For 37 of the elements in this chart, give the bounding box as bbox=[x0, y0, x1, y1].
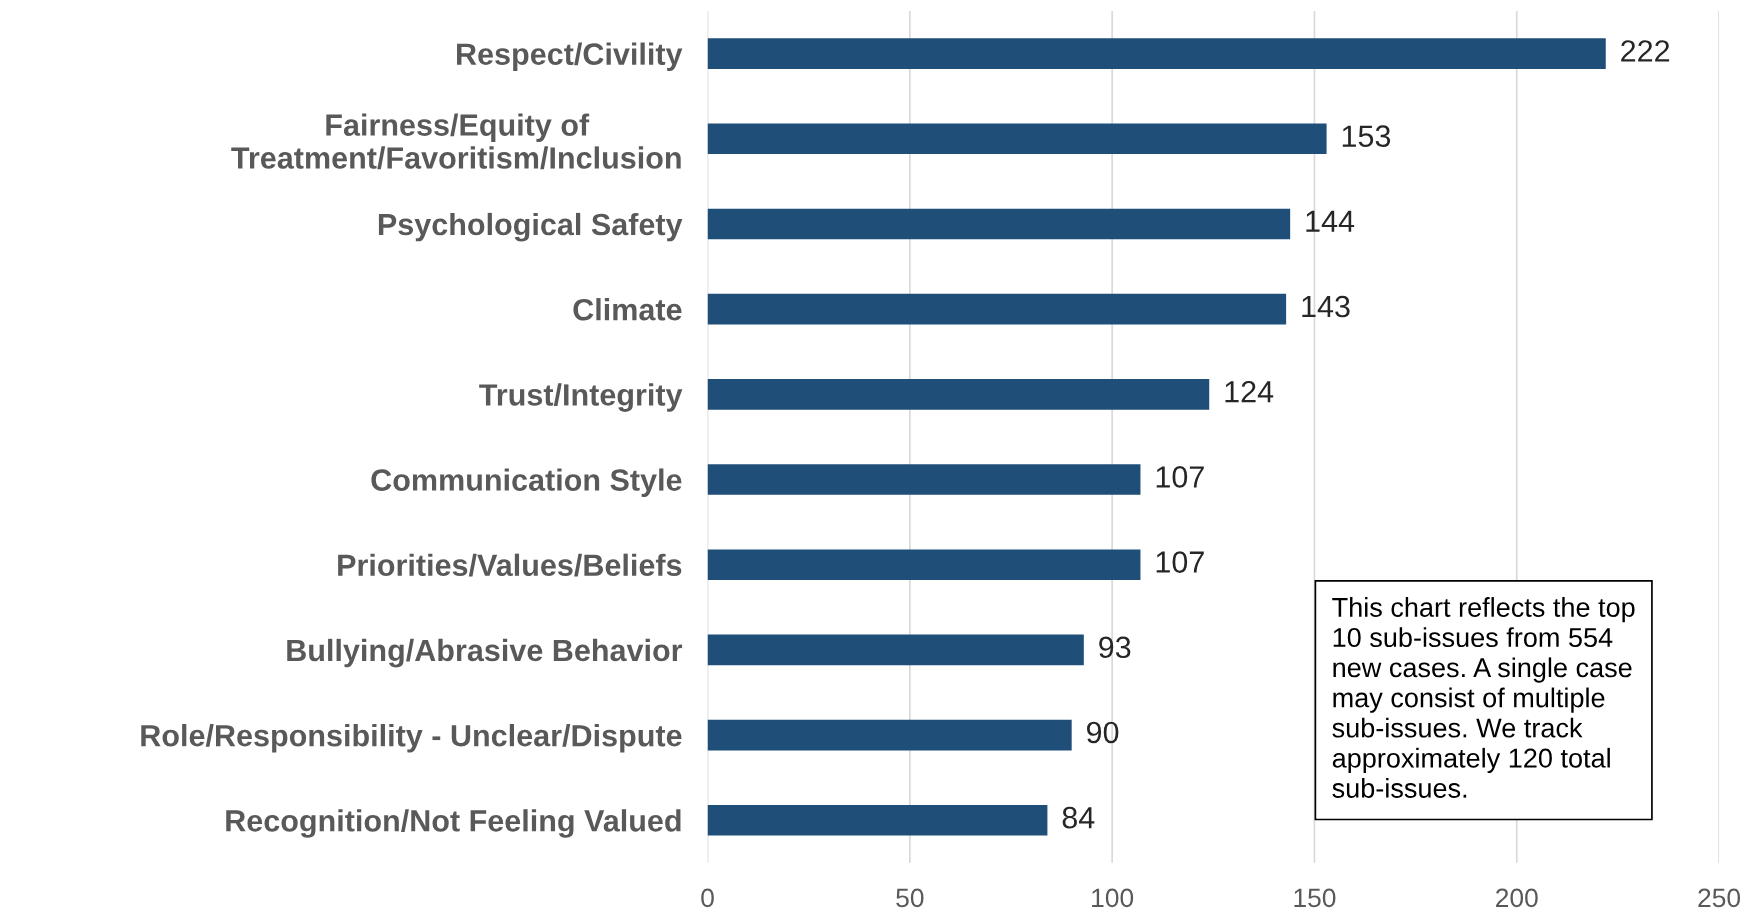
data-label: 143 bbox=[1302, 295, 1350, 318]
data-label: 153 bbox=[1342, 125, 1391, 147]
x-tick-label: 50 bbox=[896, 888, 924, 908]
data-label: 107 bbox=[1156, 551, 1204, 573]
data-label: 93 bbox=[1099, 636, 1131, 659]
bar bbox=[707, 379, 1210, 410]
data-label: 124 bbox=[1225, 380, 1274, 403]
y-tick-label: Role/Responsibility - Unclear/Dispute bbox=[141, 724, 682, 753]
x-tick-label: 150 bbox=[1294, 888, 1336, 908]
bar bbox=[707, 719, 1072, 751]
y-tick-label: Fairness/Equity of Treatment/Favoritism/Inclusion bbox=[231, 113, 681, 170]
data-label: 107 bbox=[1156, 466, 1204, 488]
x-tick-label: 0 bbox=[701, 888, 714, 908]
y-tick-label: Trust/Integrity bbox=[479, 383, 683, 412]
bar bbox=[707, 293, 1287, 325]
y-tick-label: Climate bbox=[573, 298, 682, 321]
data-label: 90 bbox=[1087, 721, 1119, 744]
bar bbox=[707, 123, 1327, 155]
y-tick-label: Psychological Safety bbox=[378, 212, 683, 242]
x-tick-label: 100 bbox=[1092, 888, 1134, 908]
bar bbox=[707, 464, 1141, 495]
annotation: This chart reflects the top 10 sub-issues from 554 new cases. A single case may consist of multiple sub-issues. We track approximately 120 total sub-issues. bbox=[1332, 597, 1635, 798]
data-label: 84 bbox=[1062, 806, 1095, 829]
y-tick-label: Communication Style bbox=[371, 468, 682, 497]
bar bbox=[707, 634, 1084, 666]
y-tick-label: Priorities/Values/Beliefs bbox=[338, 553, 682, 577]
x-tick-label: 250 bbox=[1698, 888, 1741, 908]
bar bbox=[707, 804, 1048, 836]
y-tick-label: Bullying/Abrasive Behavior bbox=[287, 638, 683, 668]
data-label: 144 bbox=[1306, 210, 1355, 232]
y-tick-label: Recognition/Not Feeling Valued bbox=[226, 809, 681, 838]
bar bbox=[707, 208, 1291, 240]
bar bbox=[707, 549, 1141, 581]
y-tick-label: Respect/Civility bbox=[457, 42, 683, 71]
data-label: 222 bbox=[1621, 40, 1670, 62]
bar bbox=[707, 38, 1606, 69]
x-tick-label: 200 bbox=[1496, 888, 1538, 908]
